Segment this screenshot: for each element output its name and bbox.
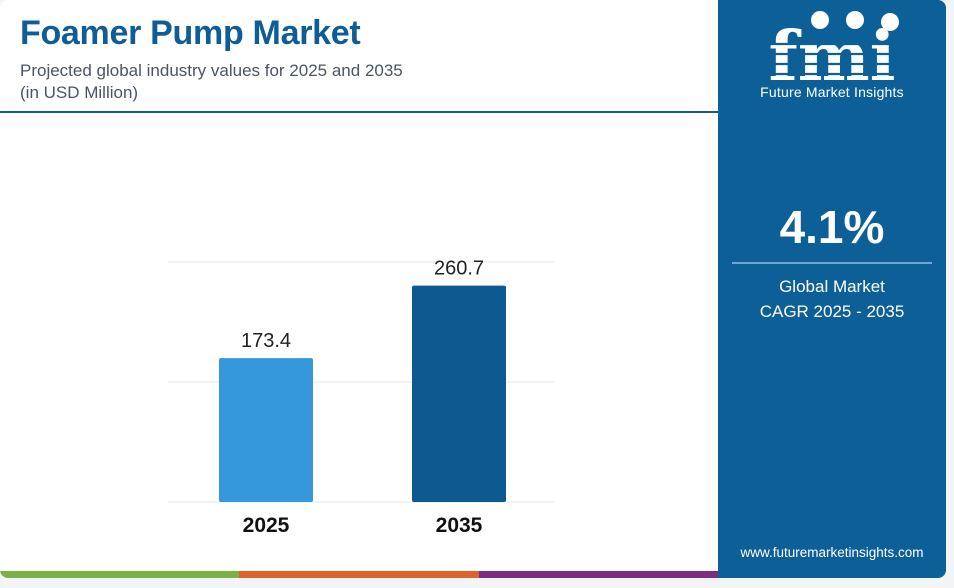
page-title: Foamer Pump Market <box>20 14 361 52</box>
header-divider <box>0 111 718 113</box>
cagr-label: Global Market CAGR 2025 - 2035 <box>718 274 946 324</box>
subtitle-line-2: (in USD Million) <box>20 83 139 102</box>
infographic-card: Foamer Pump Market Projected global indu… <box>0 0 946 578</box>
stripe-orange <box>239 571 479 578</box>
logo-tagline: Future Market Insights <box>760 84 904 100</box>
page-subtitle: Projected global industry values for 202… <box>20 60 403 104</box>
chart-panel: Foamer Pump Market Projected global indu… <box>0 14 718 578</box>
subtitle-line-1: Projected global industry values for 202… <box>20 61 403 80</box>
fmi-logo: fmi <box>750 11 914 84</box>
cagr-label-line-2: CAGR 2025 - 2035 <box>759 302 905 321</box>
logo-globe-icons <box>811 11 899 31</box>
data-label-2035: 260.7 <box>434 258 484 280</box>
website-link[interactable]: www.futuremarketinsights.com <box>740 545 924 560</box>
globe-icon <box>881 13 899 31</box>
cagr-divider <box>732 262 932 264</box>
globe-icon <box>811 11 829 29</box>
stripe-purple <box>478 571 718 578</box>
bar-2035 <box>412 285 506 502</box>
cagr-label-line-1: Global Market <box>779 277 885 296</box>
x-tick-label-2035: 2035 <box>436 514 483 537</box>
logo-letters: fmi <box>768 17 895 84</box>
globe-icon <box>846 11 864 29</box>
stats-sidebar: fmi Future Market Insights 4.1% Global M… <box>718 0 946 578</box>
stripe-green <box>0 571 240 578</box>
bar-2025 <box>219 358 313 502</box>
x-tick-label-2025: 2025 <box>243 514 290 537</box>
data-label-2025: 173.4 <box>241 330 291 352</box>
logo-stripes <box>750 42 914 76</box>
footer-color-stripe <box>0 571 718 578</box>
cagr-value: 4.1% <box>779 201 885 253</box>
bar-chart: 173.4 2025 260.7 2035 <box>168 258 555 537</box>
